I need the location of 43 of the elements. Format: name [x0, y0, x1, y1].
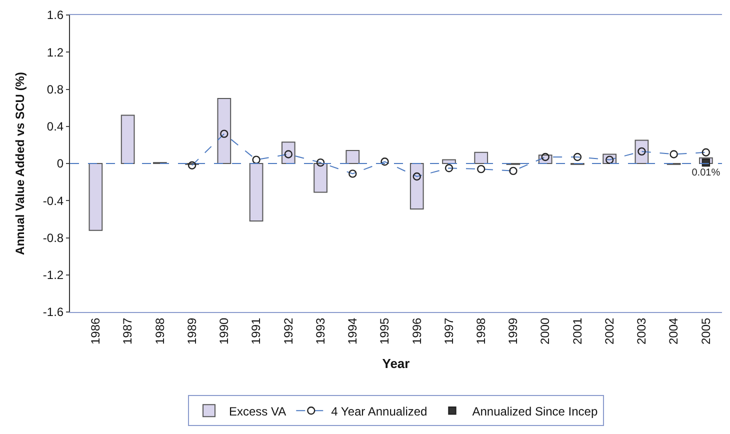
bar	[474, 152, 488, 164]
y-tick-label: -1.6	[42, 305, 64, 320]
x-tick-label: 1995	[378, 317, 392, 345]
y-tick-label: -1.2	[42, 268, 64, 282]
x-tick-label: 2002	[602, 317, 616, 345]
y-tick-label: 0.8	[46, 82, 64, 96]
x-tick-label: 1992	[281, 317, 296, 345]
x-tick-label: 1999	[506, 317, 520, 345]
y-tick-label: 1.6	[46, 8, 64, 22]
legend-label: 4 Year Annualized	[331, 404, 428, 418]
data-label: 0.01%	[692, 167, 720, 178]
x-tick-label: 1997	[442, 317, 456, 345]
x-axis-title: Year	[382, 356, 410, 372]
bar	[314, 163, 328, 193]
y-tick-label: 0.4	[46, 120, 64, 134]
x-tick-label: 1998	[474, 317, 488, 345]
x-tick-label: 1987	[120, 317, 135, 345]
x-tick-label: 2005	[698, 317, 713, 345]
y-tick-label: 1.2	[46, 45, 64, 60]
y-axis-title: Annual Value Added vs SCU (%)	[13, 72, 28, 255]
x-tick-label: 1993	[313, 317, 328, 345]
bar	[217, 98, 232, 164]
bar	[120, 114, 135, 164]
x-tick-label: 2003	[634, 317, 649, 345]
x-tick-label: 2000	[538, 317, 552, 345]
bar	[346, 150, 360, 164]
bar	[410, 163, 424, 210]
x-tick-label: 1989	[184, 317, 199, 345]
x-tick-label: 1986	[88, 317, 103, 345]
bar	[249, 163, 264, 222]
y-tick-label: -0.8	[42, 230, 64, 245]
x-tick-label: 2001	[570, 317, 584, 345]
x-tick-label: 1990	[217, 317, 232, 345]
x-tick-label: 1996	[410, 317, 424, 345]
x-tick-label: 1988	[152, 317, 167, 345]
x-tick-label: 2004	[666, 317, 681, 345]
x-tick-label: 1991	[249, 317, 264, 345]
legend-label: Excess VA	[229, 404, 286, 418]
x-tick-label: 1994	[346, 317, 360, 345]
legend-label: Annualized Since Incep	[472, 404, 598, 418]
y-tick-label: -0.4	[42, 194, 64, 208]
bar	[88, 163, 103, 231]
y-tick-label: 0	[56, 156, 64, 171]
